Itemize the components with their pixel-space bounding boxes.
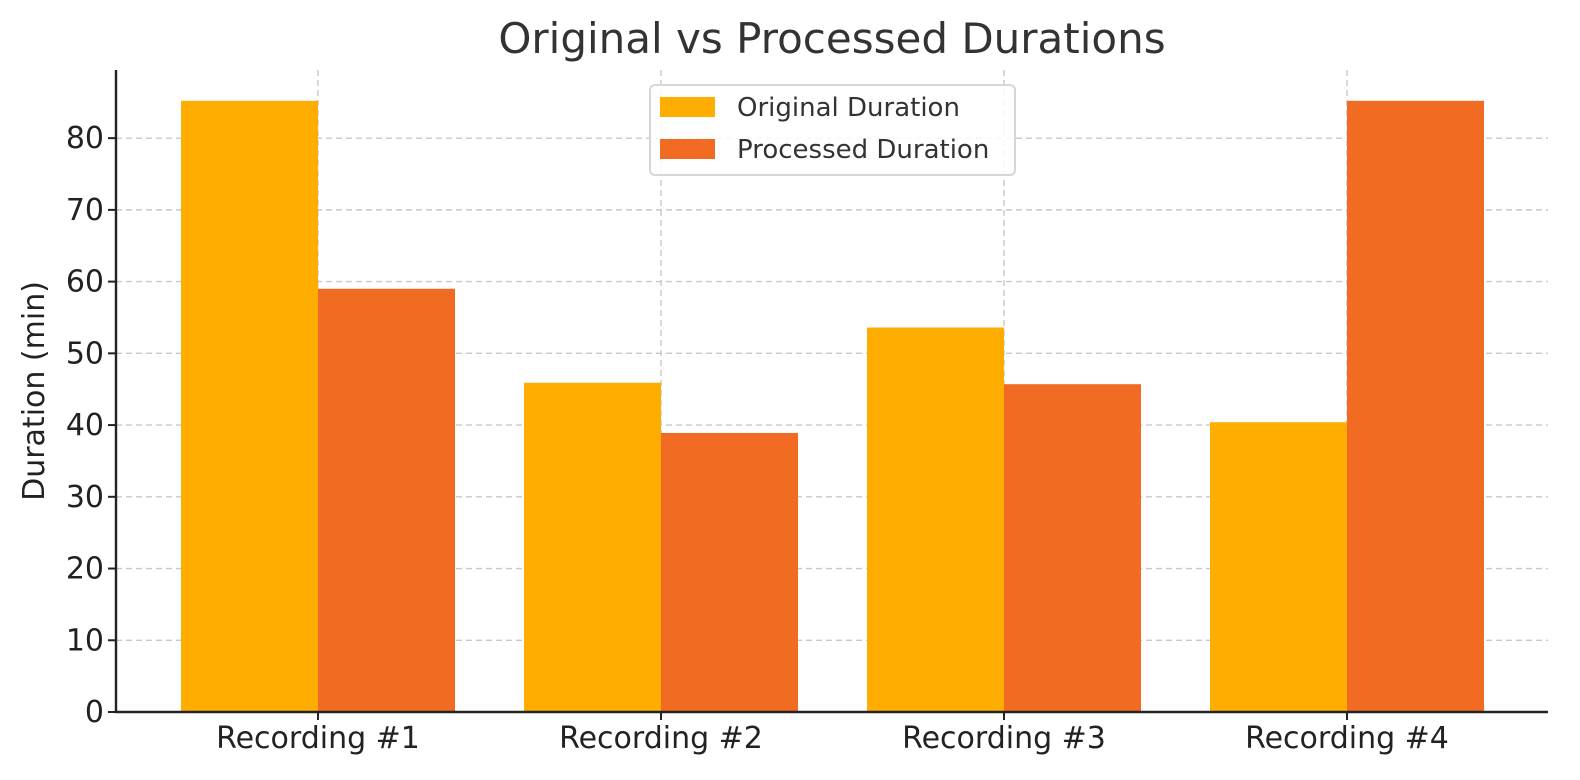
bar-processed-3 <box>1004 384 1141 712</box>
x-tick-label: Recording #2 <box>559 721 763 756</box>
bar-processed-4 <box>1347 100 1484 712</box>
y-tick-label: 30 <box>66 480 104 515</box>
y-tick-labels: 0 10 20 30 40 50 60 70 80 <box>66 121 104 730</box>
legend: Original Duration Processed Duration <box>649 84 1016 176</box>
bar-original-1 <box>181 100 318 712</box>
y-axis-label: Duration (min) <box>17 281 52 501</box>
bar-original-3 <box>867 327 1004 712</box>
y-tick-label: 50 <box>66 336 104 371</box>
x-tick-label: Recording #3 <box>902 721 1106 756</box>
y-tick-label: 20 <box>66 552 104 587</box>
legend-swatch <box>660 97 715 117</box>
bar-original-2 <box>524 382 661 712</box>
bar-processed-1 <box>318 288 455 712</box>
legend-swatch <box>660 139 715 159</box>
x-tick-label: Recording #4 <box>1245 721 1449 756</box>
y-tick-label: 80 <box>66 121 104 156</box>
x-tick-labels: Recording #1 Recording #2 Recording #3 Reco… <box>216 721 1449 756</box>
legend-label: Original Duration <box>737 93 960 123</box>
bar-original-4 <box>1210 422 1347 712</box>
y-tick-label: 0 <box>85 695 104 730</box>
legend-box <box>649 84 1016 176</box>
axes <box>108 70 1548 720</box>
chart-title: Original vs Processed Durations <box>498 14 1165 63</box>
bar-processed-2 <box>661 432 798 712</box>
y-tick-label: 10 <box>66 623 104 658</box>
y-tick-label: 60 <box>66 265 104 300</box>
y-tick-label: 70 <box>66 193 104 228</box>
bars <box>181 100 1484 712</box>
x-tick-label: Recording #1 <box>216 721 420 756</box>
legend-label: Processed Duration <box>737 135 989 165</box>
y-tick-label: 40 <box>66 408 104 443</box>
